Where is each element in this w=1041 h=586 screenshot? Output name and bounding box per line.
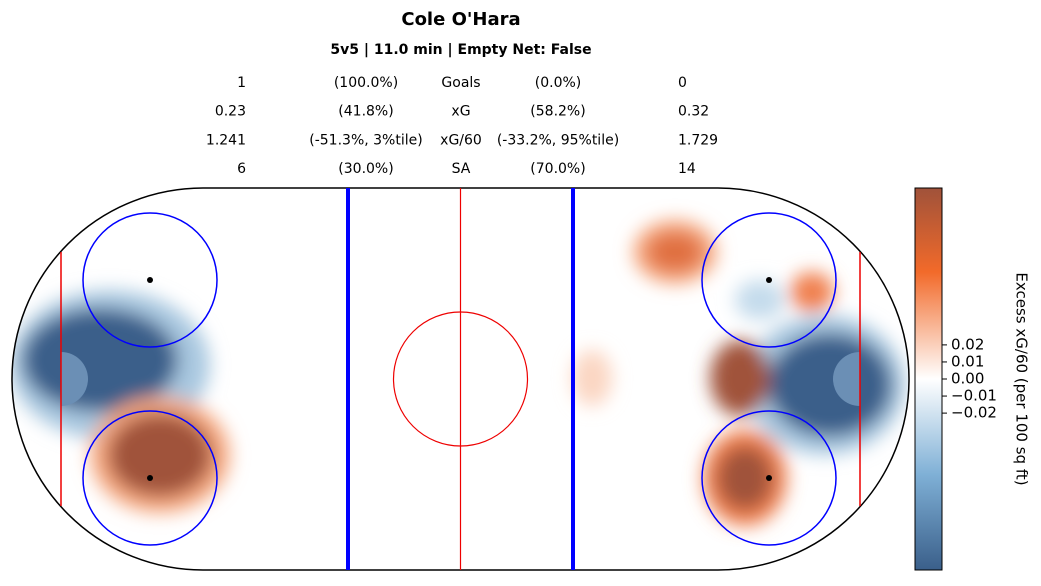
stat-cell: 1.729 — [678, 132, 718, 148]
stat-cell: (41.8%) — [338, 104, 393, 120]
stat-cell: (100.0%) — [334, 75, 398, 91]
stats-table: 1 (100.0%) Goals (0.0%) 0 0.23 (41.8%) xG (58.2%… — [206, 75, 718, 177]
colorbar-tick-label: 0.01 — [951, 352, 984, 370]
colorbar — [914, 187, 943, 571]
colorbar-tick-label: −0.01 — [951, 387, 997, 405]
stat-cell: xG/60 — [440, 132, 482, 148]
stat-cell: SA — [452, 161, 471, 177]
colorbar-tick-label: −0.02 — [951, 404, 997, 422]
stat-cell: 1.241 — [206, 132, 246, 148]
colorbar-label: Excess xG/60 (per 100 sq ft) — [1013, 272, 1031, 485]
stat-cell: 14 — [678, 161, 696, 177]
stat-cell: 1 — [237, 75, 246, 91]
stat-cell: xG — [451, 104, 470, 120]
stat-cell: 0 — [678, 75, 687, 91]
colorbar-ticks: 0.020.010.00−0.01−0.02 — [942, 335, 997, 422]
stat-cell: (30.0%) — [338, 161, 393, 177]
stat-cell: Goals — [441, 75, 480, 91]
stat-cell: (-51.3%, 3%tile) — [309, 132, 422, 148]
stat-cell: (58.2%) — [530, 104, 585, 120]
stat-cell: (-33.2%, 95%tile) — [497, 132, 619, 148]
stat-cell: 6 — [237, 161, 246, 177]
stat-cell: (70.0%) — [530, 161, 585, 177]
stat-cell: 0.23 — [215, 104, 246, 120]
rink — [11, 187, 910, 571]
subtitle: 5v5 | 11.0 min | Empty Net: False — [330, 42, 591, 58]
stat-cell: (0.0%) — [535, 75, 582, 91]
stat-cell: 0.32 — [678, 104, 709, 120]
colorbar-tick-label: 0.02 — [951, 335, 984, 353]
colorbar-tick-label: 0.00 — [951, 370, 984, 388]
title: Cole O'Hara — [401, 9, 520, 30]
